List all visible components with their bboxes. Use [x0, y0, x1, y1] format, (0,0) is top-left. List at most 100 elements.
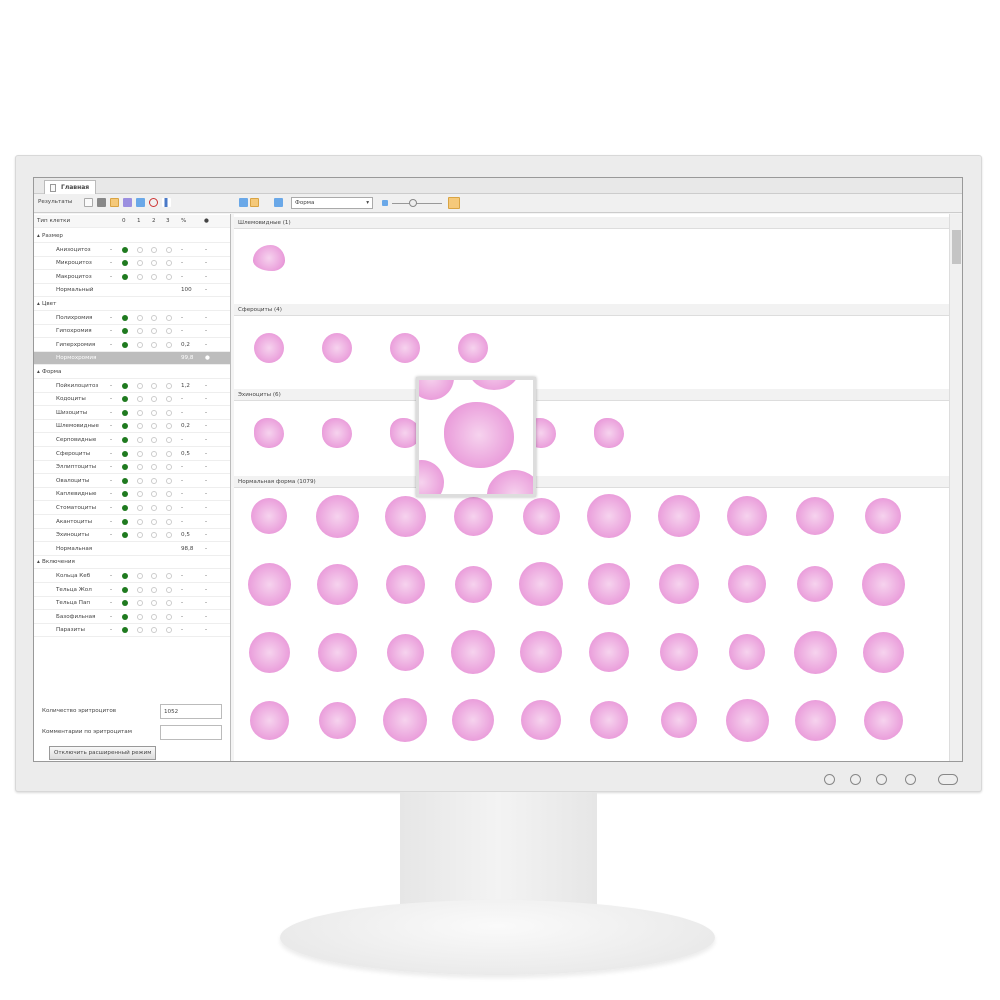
- cell-thumbnail[interactable]: [386, 633, 424, 671]
- cell-thumbnail[interactable]: [728, 565, 766, 603]
- table-row[interactable]: Овалоциты - - -: [34, 475, 230, 488]
- grade-radio-1[interactable]: [136, 573, 143, 579]
- grade-radio-0[interactable]: [122, 409, 128, 416]
- grade-radio-1[interactable]: [136, 273, 143, 280]
- grade-radio-0[interactable]: [122, 328, 128, 335]
- cell-thumbnail[interactable]: [862, 631, 904, 673]
- scrollbar-thumb[interactable]: [952, 230, 961, 264]
- cell-thumbnail[interactable]: [588, 563, 630, 605]
- cell-thumbnail[interactable]: [384, 495, 426, 537]
- grade-radio-2[interactable]: [151, 382, 157, 389]
- grade-radio-2[interactable]: [151, 491, 157, 498]
- grade-radio-3[interactable]: [165, 627, 172, 634]
- power-button[interactable]: [938, 774, 958, 785]
- grade-radio-1[interactable]: [136, 491, 143, 498]
- grade-radio-1[interactable]: [136, 246, 143, 253]
- grade-radio-2[interactable]: [151, 423, 157, 430]
- grade-radio-0[interactable]: [122, 464, 128, 471]
- grade-radio-0[interactable]: [122, 573, 128, 579]
- table-row[interactable]: Микроцитоз - - -: [34, 257, 230, 271]
- cell-thumbnail[interactable]: [251, 498, 287, 534]
- cell-thumbnail[interactable]: [249, 700, 289, 740]
- grade-radio-2[interactable]: [151, 341, 157, 348]
- grade-radio-1[interactable]: [136, 328, 143, 335]
- grade-radio-1[interactable]: [136, 532, 143, 539]
- grade-radio-1[interactable]: [136, 437, 143, 443]
- grade-radio-2[interactable]: [151, 600, 157, 607]
- grade-radio-1[interactable]: [136, 396, 143, 403]
- grade-radio-2[interactable]: [151, 437, 157, 443]
- rbc-count-field[interactable]: 1052: [160, 704, 222, 719]
- table-row[interactable]: Паразиты - - -: [34, 624, 230, 638]
- cell-thumbnail[interactable]: [254, 333, 284, 363]
- cell-thumbnail[interactable]: [861, 562, 905, 606]
- grade-radio-1[interactable]: [136, 260, 143, 267]
- cell-thumbnail[interactable]: [253, 245, 285, 271]
- cell-thumbnail[interactable]: [865, 498, 901, 534]
- grade-radio-3[interactable]: [165, 246, 172, 253]
- group-header[interactable]: ▴ Размер: [34, 230, 230, 243]
- group-by-dropdown[interactable]: Форма ▾: [291, 197, 373, 209]
- slider-handle[interactable]: [409, 199, 417, 207]
- table-row[interactable]: Шлемовидные - 0,2 -: [34, 420, 230, 434]
- grade-radio-2[interactable]: [151, 627, 157, 634]
- grade-radio-0[interactable]: [122, 382, 128, 389]
- grade-radio-2[interactable]: [151, 409, 157, 416]
- grade-radio-0[interactable]: [122, 273, 128, 280]
- grade-radio-1[interactable]: [136, 464, 143, 471]
- grade-radio-0[interactable]: [122, 586, 128, 593]
- monitor-button[interactable]: [876, 774, 887, 785]
- grade-radio-0[interactable]: [122, 396, 128, 403]
- grade-radio-2[interactable]: [151, 477, 157, 484]
- grade-radio-2[interactable]: [151, 573, 157, 579]
- column-header[interactable]: Тип клетки: [37, 218, 71, 224]
- cell-thumbnail[interactable]: [322, 333, 352, 363]
- grade-radio-0[interactable]: [122, 260, 128, 267]
- grade-radio-0[interactable]: [122, 450, 128, 457]
- table-row[interactable]: Пойкилоцитоз - 1,2 -: [34, 380, 230, 393]
- grade-radio-2[interactable]: [151, 532, 157, 539]
- cell-thumbnail[interactable]: [451, 630, 495, 674]
- grade-radio-0[interactable]: [122, 491, 128, 498]
- grade-radio-3[interactable]: [165, 450, 172, 457]
- cancel-icon[interactable]: [149, 198, 158, 207]
- cell-thumbnail[interactable]: [589, 632, 629, 672]
- table-row[interactable]: Нормальный 100 -: [34, 284, 230, 298]
- zoom-button[interactable]: [239, 198, 248, 207]
- grade-radio-0[interactable]: [122, 627, 128, 634]
- cell-thumbnail[interactable]: [725, 698, 769, 742]
- grade-radio-1[interactable]: [136, 314, 143, 321]
- grade-radio-1[interactable]: [136, 409, 143, 416]
- settings-button[interactable]: [448, 197, 460, 209]
- cell-thumbnail[interactable]: [594, 418, 624, 448]
- grade-radio-3[interactable]: [165, 437, 172, 443]
- table-row[interactable]: Нормохромия 99,8 ●: [34, 352, 230, 366]
- cell-thumbnail[interactable]: [522, 497, 560, 535]
- table-row[interactable]: Сфероциты - 0,5 -: [34, 448, 230, 461]
- grade-radio-2[interactable]: [151, 273, 157, 280]
- grade-radio-0[interactable]: [122, 518, 128, 525]
- grade-radio-1[interactable]: [136, 423, 143, 430]
- grade-radio-0[interactable]: [122, 532, 128, 539]
- chart-icon[interactable]: [162, 198, 171, 207]
- grade-radio-1[interactable]: [136, 505, 143, 511]
- grade-radio-3[interactable]: [165, 423, 172, 430]
- expand-arrow-icon[interactable]: ▴: [37, 301, 40, 307]
- table-row[interactable]: Эхиноциты - 0,5 -: [34, 529, 230, 543]
- cell-thumbnail[interactable]: [659, 564, 699, 604]
- gallery-scrollbar[interactable]: [949, 214, 962, 761]
- expand-arrow-icon[interactable]: ▴: [37, 559, 40, 566]
- table-row[interactable]: Стоматоциты - - -: [34, 502, 230, 515]
- grade-radio-3[interactable]: [165, 273, 172, 280]
- table-row[interactable]: Кодоциты - - -: [34, 393, 230, 407]
- cell-thumbnail[interactable]: [729, 634, 765, 670]
- table-row[interactable]: Каплевидные - - -: [34, 488, 230, 502]
- cell-thumbnail[interactable]: [521, 700, 561, 740]
- cell-thumbnail[interactable]: [797, 566, 833, 602]
- grade-radio-2[interactable]: [151, 505, 157, 511]
- grade-radio-2[interactable]: [151, 518, 157, 525]
- grade-radio-2[interactable]: [151, 613, 157, 620]
- cell-thumbnail[interactable]: [453, 496, 493, 536]
- group-header[interactable]: ▴ Цвет: [34, 298, 230, 311]
- grade-radio-0[interactable]: [122, 437, 128, 443]
